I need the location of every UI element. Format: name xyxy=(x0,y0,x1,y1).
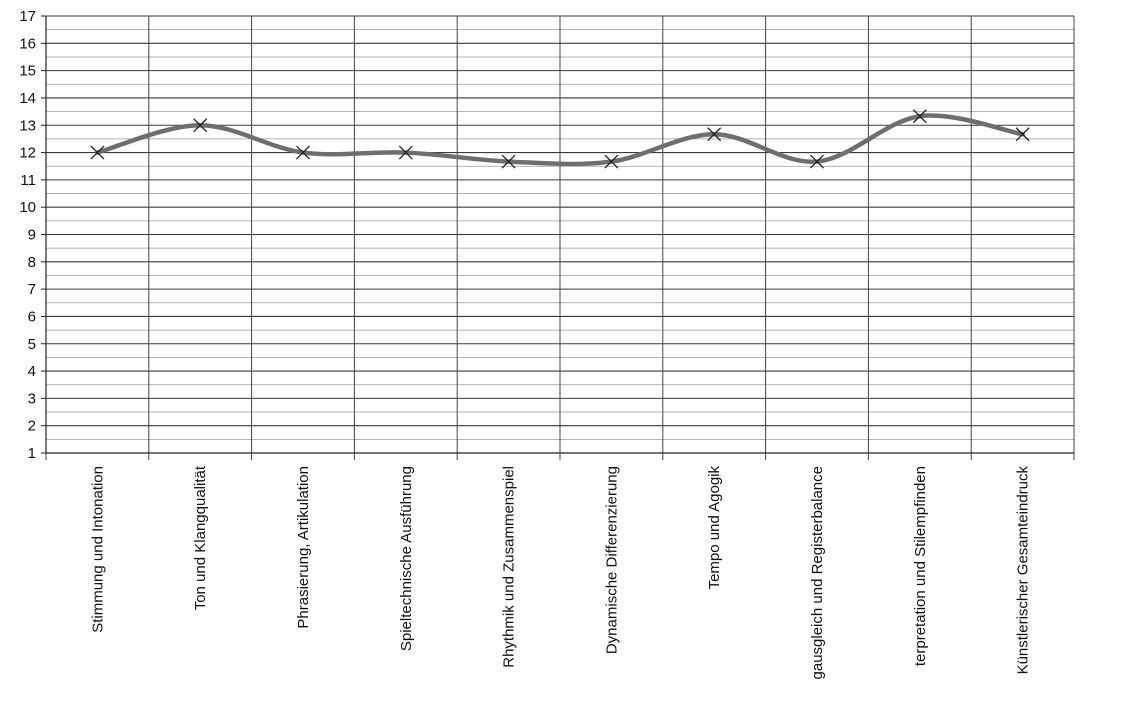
y-tick-label: 5 xyxy=(28,336,36,353)
axes xyxy=(41,15,1074,454)
data-point-marker xyxy=(1015,127,1030,142)
category-label: Stimmung und Intonation xyxy=(89,466,106,633)
category-label: Spieltechnische Ausführung xyxy=(398,466,415,651)
marker-stroke xyxy=(193,118,208,133)
y-tick-label: 17 xyxy=(19,8,36,25)
series-line-path xyxy=(95,113,1025,167)
data-point-marker xyxy=(296,145,310,160)
data-point-marker xyxy=(810,154,824,169)
marker-stroke xyxy=(707,127,722,142)
y-tick-label: 3 xyxy=(28,390,36,407)
marker-stroke xyxy=(604,154,619,169)
y-tick-label: 11 xyxy=(20,172,36,189)
marker-stroke xyxy=(1015,127,1030,142)
y-tick-label: 10 xyxy=(19,199,36,216)
marker-stroke xyxy=(296,145,310,160)
category-label: Ton und Klangqualität xyxy=(192,465,209,610)
data-point-marker xyxy=(90,145,105,160)
data-point-marker xyxy=(604,154,619,169)
category-label: Phrasierung, Artikulation xyxy=(295,466,312,629)
y-tick-label: 9 xyxy=(28,227,36,244)
y-tick-label: 15 xyxy=(19,63,36,80)
data-point-marker xyxy=(193,118,208,133)
y-tick-label: 6 xyxy=(28,308,36,325)
y-tick-label: 4 xyxy=(28,363,36,380)
data-point-marker xyxy=(707,127,722,142)
y-tick-label: 8 xyxy=(28,254,36,271)
marker-stroke xyxy=(912,109,927,124)
y-tick-label: 14 xyxy=(19,90,36,107)
data-point-marker xyxy=(501,154,516,169)
data-point-marker xyxy=(398,145,413,160)
data-point-marker xyxy=(912,109,927,124)
category-label: Künstlerischer Gesamteindruck xyxy=(1015,466,1032,675)
marker-stroke xyxy=(398,145,413,160)
y-tick-label: 13 xyxy=(19,117,36,134)
category-label: terpretation und Stilempfinden xyxy=(912,466,929,666)
category-labels: Stimmung und Intonation Ton und Klangqual… xyxy=(89,465,1031,679)
y-tick-label: 12 xyxy=(19,145,36,162)
y-tick-label: 16 xyxy=(19,35,36,52)
data-markers xyxy=(90,109,1030,169)
category-label: Rhythmik und Zusammenspiel xyxy=(501,466,518,668)
y-tick-label: 7 xyxy=(28,281,36,298)
marker-stroke xyxy=(501,154,516,169)
category-label: gausgleich und Registerbalance xyxy=(809,466,826,679)
marker-stroke xyxy=(810,154,824,169)
category-label: Tempo und Agogik xyxy=(706,466,723,590)
category-label: Dynamische Differenzierung xyxy=(603,466,620,654)
series-line xyxy=(95,113,1025,167)
y-tick-label: 1 xyxy=(28,445,36,462)
category-gridlines xyxy=(45,16,1075,460)
y-tick-label: 2 xyxy=(28,418,36,435)
marker-stroke xyxy=(90,145,105,160)
